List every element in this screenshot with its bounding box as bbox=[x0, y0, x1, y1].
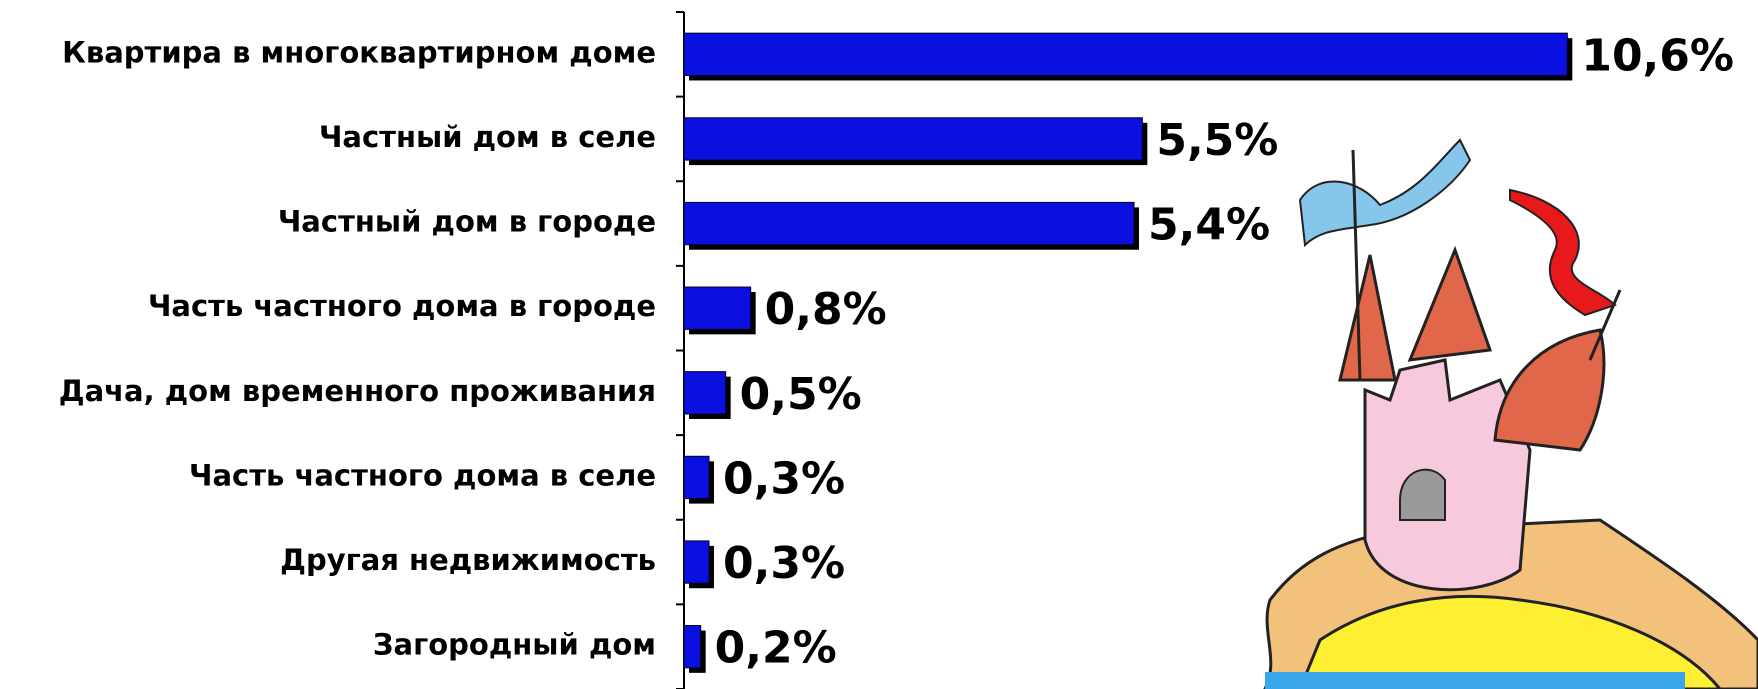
category-label: Частный дом в городе bbox=[278, 205, 656, 239]
category-label: Часть частного дома в городе bbox=[148, 289, 656, 323]
bar bbox=[684, 372, 726, 414]
bar bbox=[684, 626, 701, 668]
value-label: 0,3% bbox=[723, 453, 845, 504]
bar bbox=[684, 541, 709, 583]
value-label: 0,3% bbox=[723, 538, 845, 589]
bar bbox=[684, 33, 1567, 75]
castle-illustration bbox=[1265, 140, 1758, 689]
category-label: Загородный дом bbox=[373, 628, 656, 662]
category-label: Дача, дом временного проживания bbox=[59, 374, 656, 408]
category-label: Частный дом в селе bbox=[319, 120, 656, 154]
bar bbox=[684, 202, 1134, 244]
bar bbox=[684, 287, 751, 329]
chart: Квартира в многоквартирном доме 10,6% Част… bbox=[0, 0, 1758, 689]
category-label: Часть частного дома в селе bbox=[189, 458, 656, 492]
category-label: Другая недвижимость bbox=[280, 543, 656, 577]
bar bbox=[684, 456, 709, 498]
value-label: 0,8% bbox=[765, 284, 887, 335]
value-label: 0,2% bbox=[715, 623, 837, 674]
value-label: 5,4% bbox=[1148, 200, 1270, 251]
value-label: 5,5% bbox=[1156, 115, 1278, 166]
value-label: 0,5% bbox=[740, 369, 862, 420]
value-label: 10,6% bbox=[1581, 30, 1734, 81]
page: {"chart_data": {"type": "bar", "orientat… bbox=[0, 0, 1758, 689]
bar bbox=[684, 118, 1142, 160]
category-label: Квартира в многоквартирном доме bbox=[62, 35, 656, 69]
